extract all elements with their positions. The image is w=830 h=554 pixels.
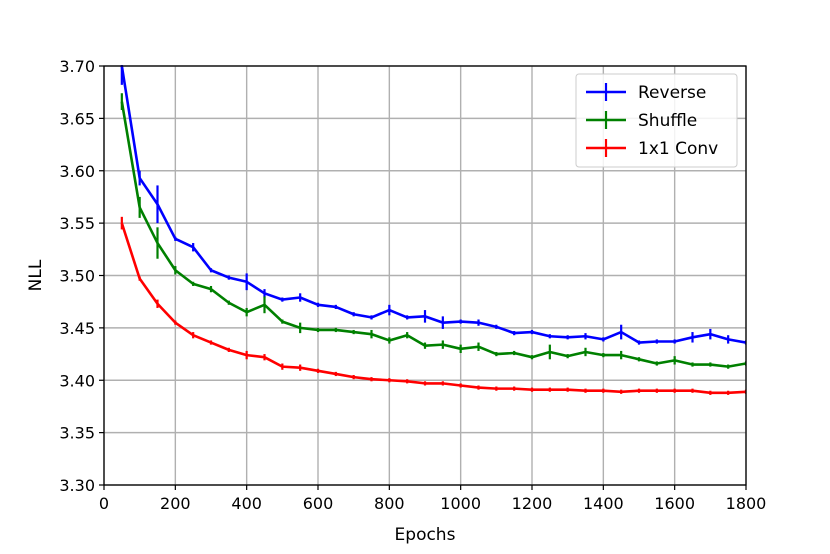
legend-items: Reverse Shuffle 1x1 Conv — [586, 83, 718, 159]
y-tick-label: 3.30 — [59, 476, 95, 495]
x-tick-label: 1200 — [512, 494, 553, 513]
x-tick-label: 200 — [160, 494, 191, 513]
y-tick-label: 3.55 — [59, 214, 95, 233]
y-tick-label: 3.45 — [59, 319, 95, 338]
y-tick-label: 3.65 — [59, 109, 95, 128]
series-line — [120, 65, 746, 344]
legend: Reverse Shuffle 1x1 Conv — [575, 73, 738, 168]
series-reverse — [120, 65, 746, 345]
y-tick-label: 3.60 — [59, 162, 95, 181]
x-tick-label: 600 — [303, 494, 334, 513]
legend-label: Reverse — [638, 83, 706, 103]
y-axis-label: NLL — [26, 259, 46, 291]
x-tick-label: 1800 — [726, 494, 767, 513]
x-tick-label: 0 — [99, 494, 109, 513]
y-tick-label: 3.50 — [59, 267, 95, 286]
series-line — [120, 101, 746, 368]
series-shuffle — [120, 93, 746, 369]
y-tick-label: 3.35 — [59, 424, 95, 443]
series-line — [120, 222, 746, 395]
x-tick-label: 800 — [374, 494, 405, 513]
x-tick-label: 400 — [231, 494, 262, 513]
x-tick-label: 1000 — [440, 494, 481, 513]
x-tick-label: 1400 — [583, 494, 624, 513]
series-layer — [120, 65, 746, 395]
y-tick-label: 3.70 — [59, 57, 95, 76]
axis-ticks: 0 200 400 600 800 1000 1200 1400 1600 1800 3.30 3.3… — [59, 57, 766, 513]
y-tick-label: 3.40 — [59, 371, 95, 390]
legend-label: 1x1 Conv — [638, 139, 718, 159]
x-axis-label: Epochs — [395, 525, 456, 545]
x-tick-label: 1600 — [654, 494, 695, 513]
legend-label: Shuffle — [638, 111, 697, 131]
legend-box — [575, 73, 738, 168]
series-1x1-conv — [120, 216, 746, 395]
